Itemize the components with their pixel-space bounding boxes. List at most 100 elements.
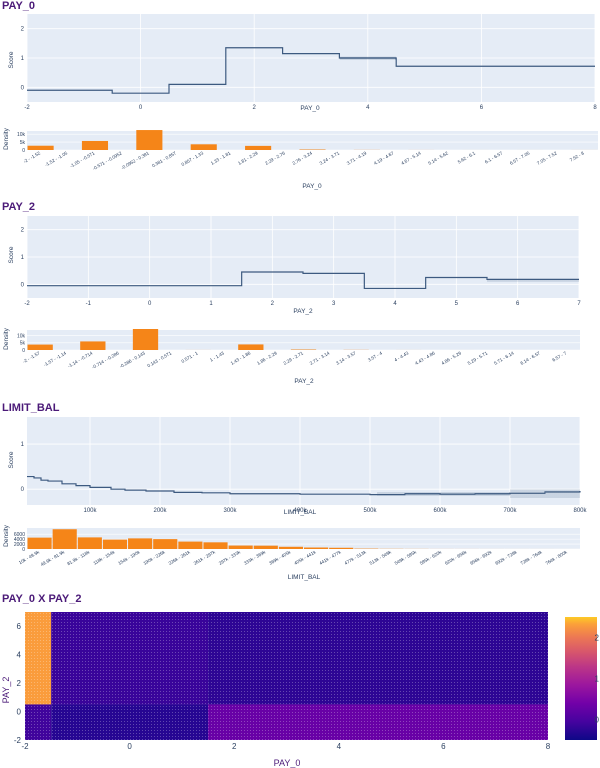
bin-label: 7.05 - 7.52 <box>536 150 558 166</box>
plot-background <box>27 417 580 505</box>
x-tick-label: 600k <box>433 508 447 514</box>
bin-label: 4.67 - 5.14 <box>400 150 422 166</box>
density-bar <box>304 547 329 549</box>
x-tick-label: 4 <box>393 301 397 307</box>
bin-label: 728k - 764k <box>519 549 543 566</box>
bin-label: 2.29 - 2.76 <box>264 150 286 166</box>
density-bar <box>52 529 77 549</box>
bin-label: 0.381 - 0.857 <box>151 150 177 168</box>
y-tick-label: -2 <box>14 736 22 745</box>
colorbar-tick-label: 0 <box>595 716 600 725</box>
y-tick-label: 0 <box>22 148 25 154</box>
limit-density-ylabel: Density <box>3 524 10 546</box>
bin-label: 5.14 - 5.62 <box>427 150 449 166</box>
bin-label: 1.43 - 1.86 <box>230 350 252 366</box>
bin-label: 226k - 261k <box>168 549 192 566</box>
bin-label: 297k - 333k <box>218 549 242 566</box>
x-tick-label: 2 <box>253 105 257 111</box>
x-tick-label: 0 <box>148 301 152 307</box>
plot-background <box>27 330 580 350</box>
x-tick-label: -2 <box>24 301 30 307</box>
x-tick-label: 1 <box>209 301 213 307</box>
bin-label: 1.81 - 2.29 <box>237 150 259 166</box>
bin-label: 405k - 441k <box>293 549 317 566</box>
bin-label: 1 - 1.43 <box>209 350 225 362</box>
y-tick-label: 5k <box>20 140 26 146</box>
y-tick-label: 0 <box>22 348 25 354</box>
limit-score-xlabel: LIMIT_BAL <box>284 509 317 516</box>
x-tick-label: 6 <box>516 301 520 307</box>
pay2-score-xlabel: PAY_2 <box>293 308 313 315</box>
pay2-density-ylabel: Density <box>3 327 10 349</box>
x-tick-label: -2 <box>21 742 29 751</box>
colorbar-tick-label: 2 <box>595 634 600 643</box>
density-bar <box>80 341 106 350</box>
pay0-score-xlabel: PAY_0 <box>300 105 320 112</box>
colorbar-tick-label: 1 <box>595 675 600 684</box>
bin-label: 333k - 369k <box>243 549 267 566</box>
pay0-score-chart: -2 0 2 4 6 8 0 1 2 <box>21 14 597 111</box>
bin-label: 369k - 405k <box>268 549 292 566</box>
x-tick-label: 6 <box>480 105 484 111</box>
density-bar <box>77 537 102 549</box>
density-bar <box>245 145 272 150</box>
bin-label: 0.143 - 0.571 <box>146 350 172 368</box>
density-bar <box>153 539 178 549</box>
x-tick-label: 5 <box>455 301 459 307</box>
x-tick-label: 400k <box>293 508 307 514</box>
x-tick-label: -2 <box>24 105 30 111</box>
pay2-title: PAY_2 <box>2 201 35 213</box>
heatmap-cell-texture <box>51 704 209 740</box>
bin-label: 3.57 - 4 <box>367 350 383 362</box>
heatmap-cell-texture <box>25 704 52 740</box>
score-line <box>27 47 595 94</box>
density-bar <box>128 538 153 549</box>
x-tick-label: 300k <box>223 508 237 514</box>
bin-label: 3.14 - 3.57 <box>335 350 357 366</box>
bin-label: 154k - 190k <box>117 549 141 566</box>
bin-label: 2.71 - 3.14 <box>309 350 331 366</box>
limit-score-chart: 100k 200k 300k 400k 500k 600k 700k 800k 0 1 <box>21 417 588 514</box>
pay0-density-xlabel: PAY_0 <box>302 183 322 190</box>
bin-label: 3.24 - 3.71 <box>319 150 341 166</box>
bin-label: 1.33 - 1.81 <box>210 150 232 166</box>
bin-label: 6.1 - 6.57 <box>484 150 504 164</box>
bin-label: 4.86 - 5.29 <box>440 350 462 366</box>
bin-label: 0.857 - 1.33 <box>180 150 204 167</box>
interaction-title: PAY_0 X PAY_2 <box>2 593 82 605</box>
y-tick-label: 0 <box>21 282 25 288</box>
y-tick-label: 6 <box>17 622 22 631</box>
y-tick-label: 0 <box>21 85 25 91</box>
bin-label: 1.86 - 2.29 <box>256 350 278 366</box>
bin-label: 5.62 - 6.1 <box>457 150 477 164</box>
x-tick-label: 3 <box>332 301 336 307</box>
heatmap-cell-texture <box>208 612 549 705</box>
x-tick-label: 100k <box>83 508 97 514</box>
y-tick-label: 0 <box>21 487 25 493</box>
bin-label: 0.571 - 1 <box>180 350 199 364</box>
bin-label: -1.52 - -1.05 <box>44 150 69 167</box>
y-tick-label: 1 <box>21 442 25 448</box>
bin-label: -1.57 - -1.14 <box>43 350 68 367</box>
bin-label: 2.76 - 3.24 <box>291 150 313 166</box>
density-bar <box>228 545 253 549</box>
bin-label: -0.0952 - 0.381 <box>120 150 150 170</box>
bin-label: 441k - 477k <box>318 549 342 566</box>
heatmap-cell-texture <box>51 612 209 705</box>
limit-density-xlabel: LIMIT_BAL <box>288 574 321 581</box>
bin-label: -0.714 - -0.286 <box>91 350 120 370</box>
y-tick-label: 2000 <box>14 542 25 548</box>
bin-label: 118k - 154k <box>92 549 116 566</box>
pay2-score-chart: -2 -1 0 1 2 3 4 5 6 7 0 1 2 <box>21 216 581 307</box>
limit-title: LIMIT_BAL <box>2 402 60 414</box>
bin-label: 620k - 656k <box>444 549 468 566</box>
density-bar <box>81 140 109 150</box>
bin-label: 81.9k - 118k <box>66 549 91 566</box>
bin-label: 477k - 513k <box>344 549 368 566</box>
pay0-title: PAY_0 <box>2 0 35 12</box>
colorbar <box>565 617 597 740</box>
y-tick-label: 4000 <box>14 537 25 543</box>
y-tick-label: 0 <box>22 547 25 553</box>
